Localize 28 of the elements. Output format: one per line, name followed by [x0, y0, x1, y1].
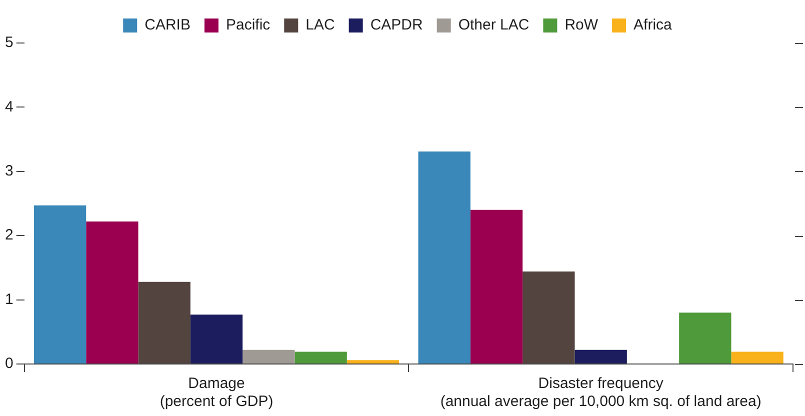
x-tick-label: Disaster frequency (annual average per 10,000 km sq. of land area) [440, 375, 762, 410]
legend-label: Other LAC [458, 16, 530, 34]
bar [522, 272, 575, 364]
legend-label: Africa [634, 16, 673, 34]
legend-label: CARIB [144, 16, 190, 34]
y-tick-label: 4 [5, 98, 14, 116]
y-tick-label: 1 [5, 290, 14, 308]
legend-label: LAC [306, 16, 335, 34]
bar [470, 210, 523, 364]
y-tick-label: 2 [5, 226, 14, 244]
y-tick-label: 5 [5, 34, 14, 52]
legend-label: RoW [564, 16, 599, 34]
bar [242, 350, 295, 364]
bar [679, 312, 732, 364]
bar [138, 282, 190, 364]
bar [34, 205, 86, 364]
legend-label: CAPDR [370, 16, 424, 34]
bar [294, 352, 347, 364]
y-tick-label: 0 [5, 355, 14, 372]
bar [731, 352, 784, 364]
legend-label: Pacific [226, 16, 271, 34]
bar [418, 152, 470, 364]
bar [86, 221, 138, 364]
y-tick-label: 3 [5, 162, 14, 180]
bar [574, 350, 627, 364]
x-tick-label: Damage (percent of GDP) [160, 375, 274, 410]
bar [190, 314, 243, 364]
bar [346, 360, 400, 364]
